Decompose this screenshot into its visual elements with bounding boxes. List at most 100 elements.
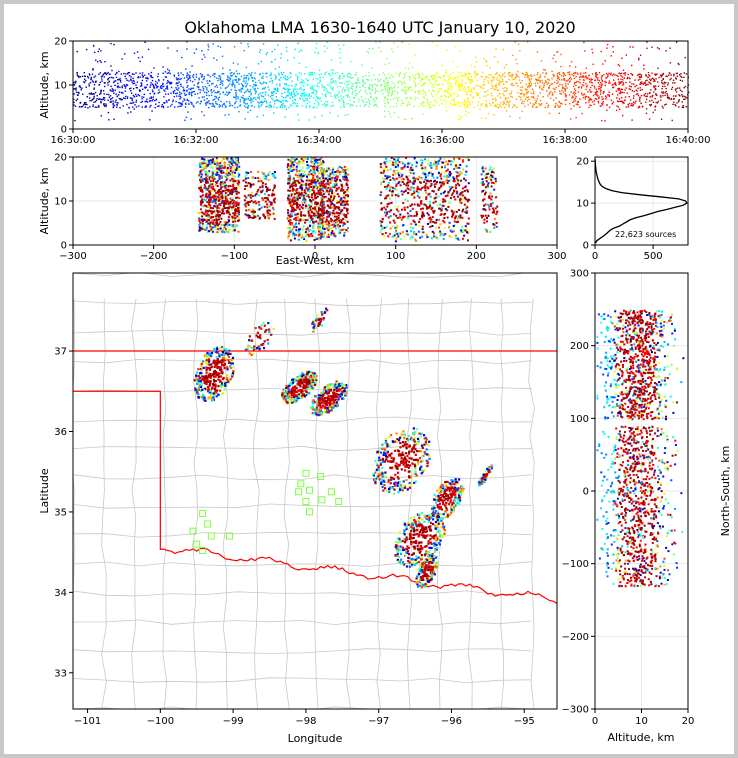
source-point <box>487 112 490 115</box>
source-point <box>331 227 333 230</box>
source-point <box>284 83 286 85</box>
source-point <box>110 42 112 45</box>
source-point <box>228 165 231 167</box>
source-point <box>237 203 240 206</box>
source-point <box>273 217 276 220</box>
source-point <box>367 98 369 100</box>
source-point <box>251 208 254 211</box>
source-point <box>216 174 219 176</box>
source-point <box>99 60 101 62</box>
source-point <box>303 189 306 192</box>
source-point <box>209 103 212 105</box>
source-point <box>601 103 603 105</box>
source-point <box>354 89 357 91</box>
source-point <box>276 100 278 102</box>
source-point <box>225 221 228 224</box>
source-point <box>531 75 533 77</box>
source-point <box>460 84 462 86</box>
source-point <box>235 90 238 92</box>
source-point <box>211 167 214 170</box>
source-point <box>508 104 510 106</box>
source-point <box>243 199 246 202</box>
source-point <box>301 180 303 183</box>
source-point <box>101 99 103 101</box>
source-point <box>371 86 374 88</box>
source-point <box>165 76 168 78</box>
source-point <box>334 221 337 224</box>
source-point <box>213 163 216 165</box>
source-point <box>664 85 666 88</box>
source-point <box>262 43 265 45</box>
source-point <box>505 98 507 100</box>
source-point <box>208 159 210 162</box>
source-point <box>341 213 344 216</box>
source-point <box>75 99 77 102</box>
source-point <box>488 82 490 84</box>
source-point <box>609 82 611 84</box>
source-point <box>552 57 554 60</box>
source-point <box>639 83 641 85</box>
source-point <box>213 161 216 164</box>
source-point <box>198 97 200 99</box>
source-point <box>545 72 548 74</box>
source-point <box>98 84 100 86</box>
source-point <box>394 97 397 99</box>
source-point <box>274 74 276 76</box>
source-point <box>419 80 422 82</box>
source-point <box>243 105 246 107</box>
source-point <box>562 86 564 88</box>
source-point <box>350 77 352 79</box>
source-point <box>340 197 343 200</box>
source-point <box>314 51 316 54</box>
source-point <box>312 176 315 179</box>
source-point <box>195 102 198 104</box>
source-point <box>219 184 222 187</box>
source-point <box>388 73 390 75</box>
source-point <box>488 77 490 79</box>
source-point <box>233 175 236 178</box>
source-point <box>141 74 143 76</box>
source-point <box>601 96 603 98</box>
source-point <box>223 161 226 164</box>
source-point <box>346 230 349 233</box>
source-point <box>415 85 417 87</box>
source-point <box>200 162 203 165</box>
source-point <box>109 89 111 91</box>
source-point <box>162 83 164 86</box>
source-point <box>572 101 574 104</box>
source-point <box>337 212 340 215</box>
source-point <box>395 103 398 105</box>
source-point <box>204 165 207 168</box>
source-point <box>619 73 621 75</box>
source-point <box>605 98 607 100</box>
source-point <box>638 76 641 78</box>
source-point <box>204 185 207 188</box>
source-point <box>534 82 536 85</box>
source-point <box>318 215 321 218</box>
source-point <box>387 84 389 87</box>
source-point <box>406 89 408 91</box>
source-point <box>605 96 608 98</box>
source-point <box>606 109 608 111</box>
source-point <box>598 79 601 82</box>
source-point <box>342 77 344 79</box>
source-point <box>330 78 332 80</box>
source-point <box>227 172 230 174</box>
source-point <box>186 41 188 43</box>
source-point <box>565 83 567 85</box>
source-point <box>200 202 202 205</box>
source-point <box>507 73 510 75</box>
source-point <box>298 62 301 65</box>
source-point <box>164 71 167 73</box>
source-point <box>573 105 575 107</box>
source-point <box>139 72 141 75</box>
source-point <box>208 209 211 212</box>
source-point <box>223 180 225 183</box>
source-point <box>100 102 102 104</box>
source-point <box>307 210 310 213</box>
source-point <box>639 96 641 99</box>
source-point <box>339 57 341 59</box>
source-point <box>252 213 255 216</box>
source-point <box>556 74 559 77</box>
source-point <box>287 237 289 240</box>
